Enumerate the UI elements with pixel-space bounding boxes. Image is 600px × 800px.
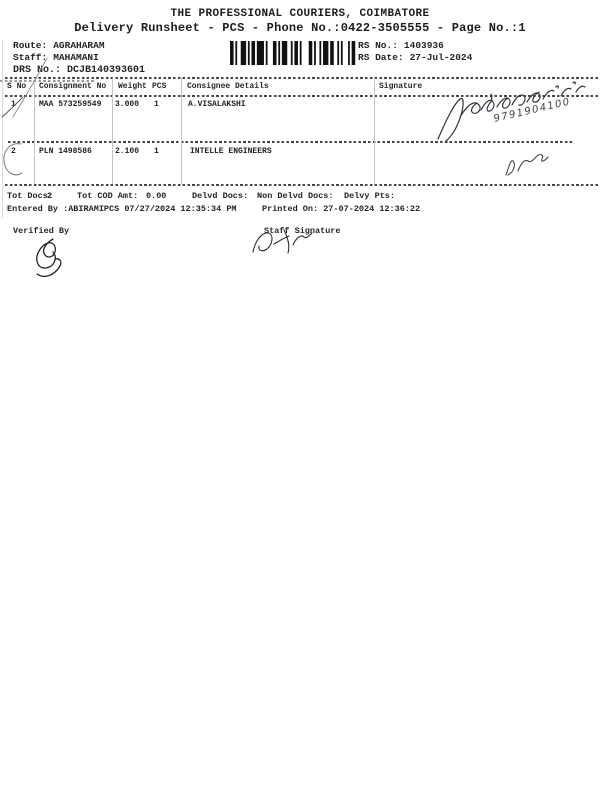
column-separator — [112, 78, 113, 184]
row2-weight: 2.100 — [115, 147, 140, 156]
rs-date-line: RS Date: 27-Jul-2024 — [358, 52, 472, 63]
verified-by-signature — [36, 238, 62, 277]
rs-no-value: 1403936 — [403, 40, 444, 51]
delvy-pts-label: Delvy Pts: — [344, 191, 396, 201]
col-header-consignment: Consignment No — [39, 82, 107, 91]
staff-signature-label: Staff Signature — [264, 226, 341, 236]
drs-value: DCJB140393601 — [67, 65, 146, 76]
divider-table-bottom — [5, 184, 600, 186]
tot-cod-amt-label: Tot COD Amt: — [77, 191, 139, 201]
col-header-sno: S No — [7, 82, 27, 91]
col-header-signature: Signature — [379, 82, 423, 91]
row1-pcs: 1 — [154, 100, 159, 109]
staff-label: Staff: — [13, 52, 48, 63]
barcode-icon — [230, 41, 356, 65]
col-header-consignee: Consignee Details — [187, 82, 269, 91]
column-separator — [34, 78, 35, 184]
divider-row1 — [8, 141, 573, 143]
staff-value: MAHAMANI — [53, 52, 99, 63]
column-separator — [181, 78, 182, 184]
tot-docs-label: Tot Docs: — [7, 191, 53, 201]
tot-cod-amt-value: 0.00 — [146, 191, 167, 201]
staff-line: Staff: MAHAMANI — [13, 52, 99, 63]
page-subtitle: Delivery Runsheet - PCS - Phone No.:0422… — [74, 21, 526, 35]
verified-by-label: Verified By — [13, 226, 70, 236]
row1-signature-phone-number: 9791904100 — [492, 96, 572, 125]
drs-line: DRS No.: DCJB140393601 — [13, 65, 145, 76]
tot-docs-value: 2 — [47, 191, 53, 201]
drs-label: DRS No.: — [13, 65, 62, 76]
scan-edge-artifact — [2, 40, 3, 218]
row1-consignment: MAA 573259549 — [39, 100, 102, 109]
page-title: THE PROFESSIONAL COURIERS, COIMBATORE — [170, 8, 430, 20]
column-separator — [374, 78, 375, 184]
entered-by-line: Entered By :ABIRAMIPCS 07/27/2024 12:35:… — [7, 204, 237, 214]
non-delvd-docs-label: Non Delvd Docs: — [257, 191, 334, 201]
delvd-docs-label: Delvd Docs: — [192, 191, 249, 201]
rs-date-value: 27-Jul-2024 — [409, 52, 473, 63]
col-header-pcs: PCS — [152, 82, 167, 91]
route-line: Route: AGRAHARAM — [13, 40, 105, 51]
route-value: AGRAHARAM — [53, 40, 105, 51]
row2-sno: 2 — [11, 147, 16, 156]
col-header-weight: Weight — [118, 82, 147, 91]
row2-recipient-signature — [505, 154, 549, 176]
row2-consignment: PLN 1498586 — [39, 147, 92, 156]
row2-pcs: 1 — [154, 147, 159, 156]
rs-date-label: RS Date: — [358, 52, 404, 63]
row1-sno: 1 — [11, 100, 16, 109]
divider-header-smudge — [0, 80, 95, 82]
row1-weight: 3.000 — [115, 100, 140, 109]
rs-no-line: RS No.: 1403936 — [358, 40, 444, 51]
rs-no-label: RS No.: — [358, 40, 398, 51]
divider-header — [5, 77, 600, 79]
row2-consignee: INTELLE ENGINEERS — [190, 147, 272, 156]
row1-consignee: A.VISALAKSHI — [188, 100, 246, 109]
divider-table-head — [5, 95, 600, 97]
printed-on-line: Printed On: 27-07-2024 12:36:22 — [262, 204, 421, 214]
route-label: Route: — [13, 40, 48, 51]
